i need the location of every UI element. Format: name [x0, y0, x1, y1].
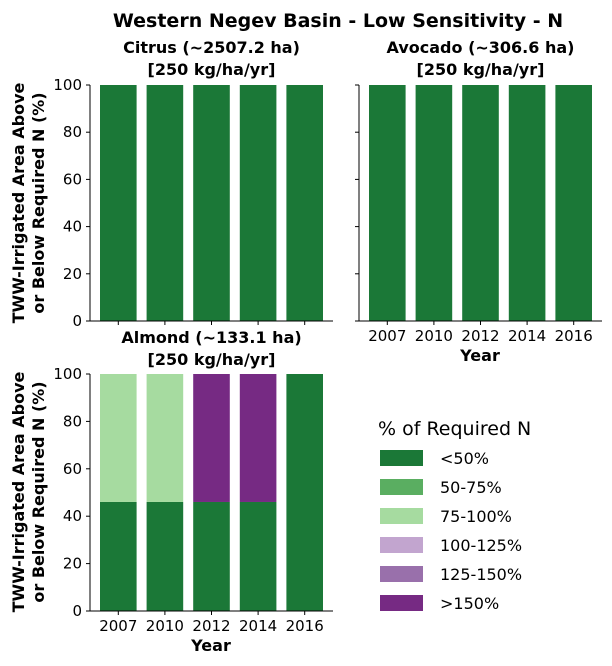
- avocado-xtick-label-2010: 2010: [415, 327, 453, 345]
- citrus-ytick-label-0: 0: [72, 312, 82, 330]
- almond-xtick-label-2010: 2010: [146, 617, 184, 635]
- almond-xtick-label-2007: 2007: [99, 617, 137, 635]
- avocado-bar-2007-<50%: [369, 85, 406, 321]
- figure-title: Western Negev Basin - Low Sensitivity - …: [113, 10, 563, 32]
- almond-panel: Almond (~133.1 ha)[250 kg/ha/yr]2007 2010…: [53, 328, 333, 635]
- citrus-bar-2016-<50%: [286, 85, 323, 321]
- citrus-ytick-label-40: 40: [63, 218, 82, 236]
- almond-bar-2010-75-100%: [146, 374, 184, 502]
- citrus-bar-2010-<50%: [146, 85, 184, 321]
- almond-ytick-label-80: 80: [63, 412, 82, 430]
- ylabel-bottom-line2: or Below Required N (%): [29, 381, 48, 602]
- avocado-title-line1: Avocado (~306.6 ha): [387, 38, 575, 57]
- legend-title: % of Required N: [378, 418, 531, 440]
- almond-ytick-label-0: 0: [72, 602, 82, 620]
- citrus-bar-2014-<50%: [239, 85, 277, 321]
- legend-swatch-0: [380, 450, 423, 466]
- legend-label-2: 75-100%: [440, 507, 512, 526]
- citrus-panel: Citrus (~2507.2 ha) [250 kg/ha/yr] 0 20 40 60…: [53, 38, 333, 330]
- avocado-bar-2014-<50%: [508, 85, 546, 321]
- avocado-xtick-label-2012: 2012: [461, 327, 499, 345]
- legend-swatch-2: [380, 508, 423, 524]
- almond-bar-2014->150%: [239, 374, 277, 502]
- legend-label-5: >150%: [440, 594, 499, 613]
- citrus-ytick-label-80: 80: [63, 123, 82, 141]
- citrus-title-line2: [250 kg/ha/yr]: [148, 60, 276, 79]
- almond-bar-2012-<50%: [193, 501, 230, 611]
- almond-bar-2007-75-100%: [100, 374, 137, 502]
- xlabel-almond: Year: [190, 636, 231, 655]
- legend-swatch-5: [380, 595, 423, 611]
- legend-swatch-3: [380, 537, 423, 553]
- citrus-bar-2012-<50%: [193, 85, 230, 321]
- legend-swatch-4: [380, 566, 423, 582]
- citrus-bar-2007-<50%: [100, 85, 137, 321]
- almond-title-line1: Almond (~133.1 ha): [121, 328, 301, 347]
- avocado-bar-2016-<50%: [555, 85, 592, 321]
- legend-label-3: 100-125%: [440, 536, 522, 555]
- almond-xtick-label-2014: 2014: [239, 617, 277, 635]
- legend: % of Required N <50% 50-75% 75-100% 100-125…: [378, 418, 531, 613]
- almond-ytick-label-40: 40: [63, 507, 82, 525]
- avocado-xtick-label-2007: 2007: [368, 327, 406, 345]
- avocado-title-line2: [250 kg/ha/yr]: [417, 60, 545, 79]
- xlabel-avocado: Year: [459, 346, 500, 365]
- legend-swatch-1: [380, 479, 423, 495]
- ylabel-top-line2: or Below Required N (%): [29, 92, 48, 313]
- ylabel-bottom-line1: TWW-Irrigated Area Above: [9, 371, 28, 612]
- citrus-ytick-label-60: 60: [63, 170, 82, 188]
- legend-label-1: 50-75%: [440, 478, 502, 497]
- almond-ytick-label-100: 100: [53, 365, 82, 383]
- almond-bar-2014-<50%: [239, 501, 277, 611]
- avocado-panel: Avocado (~306.6 ha) [250 kg/ha/yr] 2007 201…: [355, 38, 602, 345]
- avocado-xtick-label-2016: 2016: [555, 327, 593, 345]
- avocado-bar-2010-<50%: [415, 85, 453, 321]
- citrus-ytick-label-20: 20: [63, 265, 82, 283]
- almond-xtick-label-2012: 2012: [192, 617, 230, 635]
- almond-ytick-label-20: 20: [63, 555, 82, 573]
- ylabel-top-line1: TWW-Irrigated Area Above: [9, 82, 28, 323]
- legend-label-0: <50%: [440, 449, 489, 468]
- legend-label-4: 125-150%: [440, 565, 522, 584]
- citrus-title-line1: Citrus (~2507.2 ha): [123, 38, 300, 57]
- avocado-bar-2012-<50%: [462, 85, 499, 321]
- almond-xtick-label-2016: 2016: [286, 617, 324, 635]
- citrus-ytick-label-100: 100: [53, 76, 82, 94]
- almond-bar-2016-<50%: [286, 374, 323, 611]
- almond-bar-2012->150%: [193, 374, 230, 502]
- avocado-xtick-label-2014: 2014: [508, 327, 546, 345]
- almond-bar-2007-<50%: [100, 501, 137, 611]
- almond-ytick-label-60: 60: [63, 460, 82, 478]
- almond-title-line2: [250 kg/ha/yr]: [148, 350, 276, 369]
- almond-bar-2010-<50%: [146, 501, 184, 611]
